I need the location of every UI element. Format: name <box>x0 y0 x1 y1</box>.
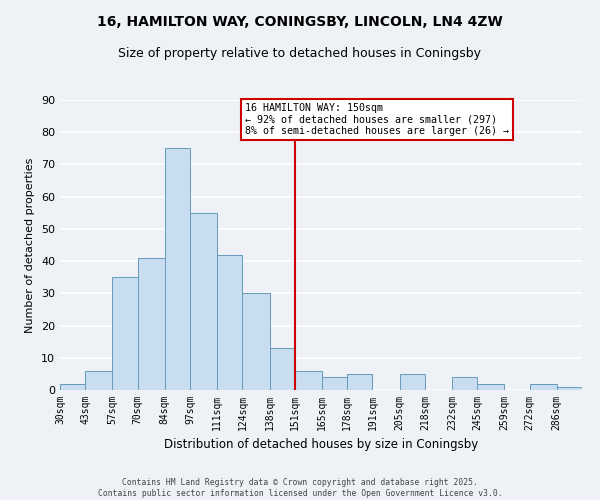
Bar <box>530 384 557 390</box>
Bar <box>242 294 269 390</box>
Text: 16, HAMILTON WAY, CONINGSBY, LINCOLN, LN4 4ZW: 16, HAMILTON WAY, CONINGSBY, LINCOLN, LN… <box>97 15 503 29</box>
Bar <box>85 370 112 390</box>
Bar <box>557 387 582 390</box>
Text: 16 HAMILTON WAY: 150sqm
← 92% of detached houses are smaller (297)
8% of semi-de: 16 HAMILTON WAY: 150sqm ← 92% of detache… <box>245 103 509 136</box>
Bar <box>60 384 85 390</box>
Bar <box>347 374 373 390</box>
Bar <box>137 258 165 390</box>
Bar <box>112 277 137 390</box>
Y-axis label: Number of detached properties: Number of detached properties <box>25 158 35 332</box>
Text: Size of property relative to detached houses in Coningsby: Size of property relative to detached ho… <box>119 48 482 60</box>
Bar <box>322 377 347 390</box>
Bar <box>477 384 505 390</box>
Bar <box>165 148 190 390</box>
Bar <box>190 213 217 390</box>
Bar <box>452 377 477 390</box>
Bar <box>295 370 322 390</box>
Bar <box>269 348 295 390</box>
Bar <box>217 254 242 390</box>
X-axis label: Distribution of detached houses by size in Coningsby: Distribution of detached houses by size … <box>164 438 478 452</box>
Text: Contains HM Land Registry data © Crown copyright and database right 2025.
Contai: Contains HM Land Registry data © Crown c… <box>98 478 502 498</box>
Bar <box>400 374 425 390</box>
